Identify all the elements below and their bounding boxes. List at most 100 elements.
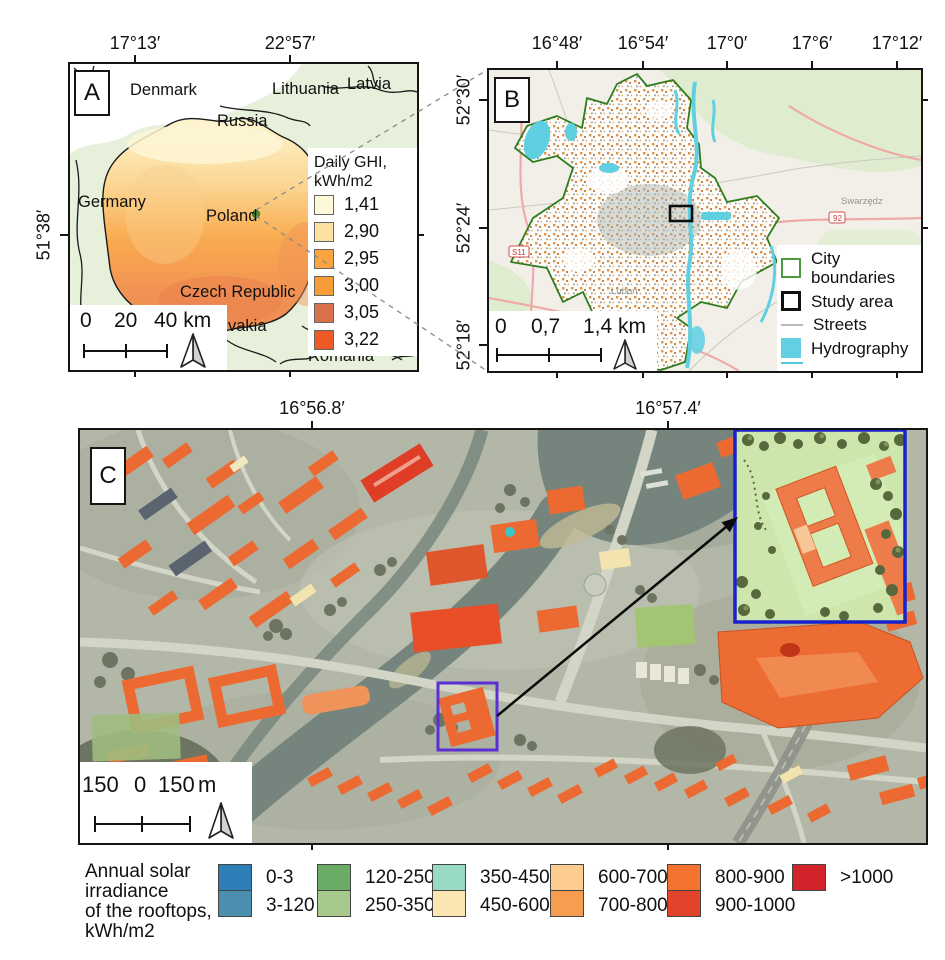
panelC-axis-top-2: 16°57.4′ [635, 398, 701, 418]
ghi-legend-title-1: Daily GHI, [314, 154, 387, 171]
panelA-axis-left-1: 51°38′ [33, 209, 54, 261]
ghi-swatch [314, 248, 334, 269]
north-arrow [613, 339, 637, 370]
tick [311, 421, 313, 430]
legend-row: 3,22 [314, 326, 417, 353]
tick [896, 369, 898, 378]
legend-column-5 [667, 864, 701, 917]
tick [642, 369, 644, 378]
panelA-letter: A [83, 79, 100, 106]
highlighted-building [438, 686, 496, 748]
label-swarzedz: Swarzędz [841, 196, 883, 207]
tick [811, 61, 813, 70]
study-area-rect [668, 204, 694, 223]
label-germany: Germany [78, 193, 147, 211]
buildings-old-town [108, 442, 434, 628]
svg-text:S11: S11 [512, 248, 526, 257]
buildings-mid-left [91, 663, 370, 774]
panelC-letter: C [99, 462, 117, 489]
legend-row: 1,41 [314, 191, 417, 218]
legend-row-streets: Streets [781, 315, 921, 334]
svg-text:92: 92 [833, 214, 842, 223]
panelA-map: Denmark Lithuania Latvia Russia Germany … [68, 62, 419, 372]
ghi-swatch [314, 221, 334, 242]
tick [919, 99, 928, 101]
label-slovakia-part: vakia [228, 317, 267, 335]
legend-row-hydro-line [781, 362, 921, 364]
ghi-legend-title-2: kWh/m2 [314, 173, 373, 190]
swatch [218, 890, 252, 917]
panelB-label-box: B [494, 77, 530, 123]
legend-row: 2,90 [314, 218, 417, 245]
buildings-campus [410, 434, 746, 684]
tick [289, 55, 291, 64]
swatch [218, 864, 252, 891]
tick [896, 61, 898, 70]
tick [726, 369, 728, 378]
tick [667, 421, 669, 430]
panelB-letter: B [503, 86, 520, 113]
ghi-legend: Daily GHI, kWh/m2 1,41 2,90 2,95 3,00 3,… [308, 148, 417, 356]
swatch [550, 890, 584, 917]
panelC-label-box: C [90, 447, 126, 505]
scalebar-graphic [94, 802, 234, 839]
panelB-axis-top-5: 17°12′ [871, 33, 923, 53]
panelA-scalebar: 0 20 40 km [70, 305, 227, 370]
tick [667, 841, 669, 850]
panelB-map: S11 S11 92 Swarzędz Luboń B City boundar… [487, 68, 923, 373]
swatch [432, 864, 466, 891]
swatch [792, 864, 826, 891]
study-area-symbol [781, 291, 801, 311]
legend-column-1 [218, 864, 252, 917]
panelB-axis-left-3: 52°18′ [453, 319, 474, 371]
inset-border [733, 430, 907, 624]
highlight-rect [436, 681, 499, 752]
ghi-swatch [314, 275, 334, 296]
tick [289, 368, 291, 377]
panelC-scalebar: 150 0 150 m [80, 762, 252, 843]
panelA-label-box: A [74, 70, 110, 116]
north-arrow [208, 802, 234, 839]
label-latvia: Latvia [347, 75, 392, 93]
tick [919, 227, 928, 229]
label-lubon: Luboń [611, 286, 637, 297]
inset-tree-highlights [743, 433, 901, 611]
legend-row-study-area: Study area [781, 291, 921, 311]
label-lithuania: Lithuania [272, 80, 340, 98]
label-czech-republic: Czech Republic [180, 283, 296, 301]
swatch [317, 864, 351, 891]
swatch [550, 864, 584, 891]
panelB-scalebar: 0 0,7 1,4 km [489, 311, 657, 371]
panelB-axis-top-3: 17°0′ [706, 33, 748, 53]
panelC-map: C 150 0 150 m [78, 428, 928, 845]
label-russia: Russia [217, 112, 268, 130]
inset-pointer-arrow [496, 517, 738, 717]
legend-column-2 [317, 864, 351, 917]
tick [134, 368, 136, 377]
panelB-axis-top-4: 17°6′ [791, 33, 833, 53]
tick [311, 841, 313, 850]
panelB-axis-left-2: 52°24′ [453, 202, 474, 254]
legend-column-4 [550, 864, 584, 917]
swatch [317, 890, 351, 917]
streets-symbol [781, 323, 803, 326]
legend-row: 2,95 [314, 245, 417, 272]
hydrography-line-symbol [781, 362, 803, 364]
swatch [667, 890, 701, 917]
legend-row: 3,00 [314, 272, 417, 299]
label-denmark: Denmark [130, 81, 198, 99]
tick [60, 234, 69, 236]
swatch [667, 864, 701, 891]
scalebar-graphic [83, 333, 206, 368]
city-boundary-symbol [781, 258, 801, 278]
tick [811, 369, 813, 378]
tick [556, 61, 558, 70]
legend-row: 3,05 [314, 299, 417, 326]
north-arrow [180, 333, 206, 368]
panelB-axis-top-2: 16°54′ [617, 33, 669, 53]
tick [642, 61, 644, 70]
irradiance-legend-title: Annual solar irradiance of the rooftops,… [85, 861, 212, 942]
panelC-axis-top-1: 16°56.8′ [279, 398, 345, 418]
legend-column-3 [432, 864, 466, 917]
